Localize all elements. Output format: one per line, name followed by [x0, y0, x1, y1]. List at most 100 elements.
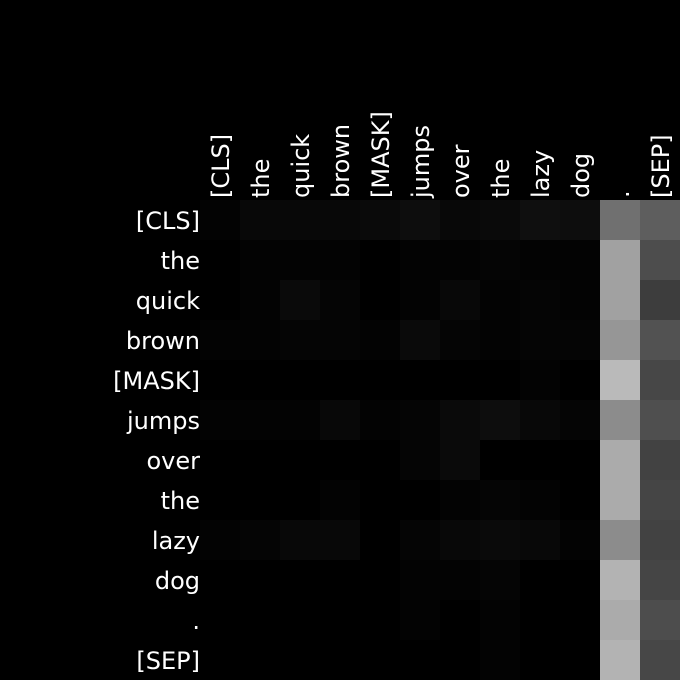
heatmap-cell [400, 600, 440, 640]
heatmap-cell [560, 320, 600, 360]
heatmap-cell [240, 600, 280, 640]
heatmap-cell [360, 440, 400, 480]
x-tick-label: brown [327, 124, 355, 198]
heatmap-cell [560, 280, 600, 320]
heatmap-cell [440, 320, 480, 360]
heatmap-cell [240, 280, 280, 320]
heatmap-cell [240, 520, 280, 560]
heatmap-cell [600, 200, 640, 240]
heatmap-cell [400, 440, 440, 480]
heatmap-cell [360, 200, 400, 240]
y-tick-label: dog [155, 567, 200, 595]
heatmap-cell [400, 640, 440, 680]
heatmap-cell [440, 200, 480, 240]
heatmap-cell [520, 400, 560, 440]
heatmap-cell [320, 440, 360, 480]
heatmap-cell [280, 520, 320, 560]
heatmap-cell [400, 240, 440, 280]
heatmap-cell [440, 600, 480, 640]
heatmap-cell [560, 640, 600, 680]
x-tick-label: quick [287, 134, 315, 198]
heatmap-cell [280, 600, 320, 640]
heatmap-cell [640, 200, 680, 240]
heatmap-cell [320, 360, 360, 400]
heatmap-cell [640, 240, 680, 280]
heatmap-cell [200, 480, 240, 520]
heatmap-cell [480, 520, 520, 560]
heatmap-cell [320, 640, 360, 680]
heatmap-cell [400, 200, 440, 240]
heatmap-cell [600, 480, 640, 520]
heatmap-cell [240, 360, 280, 400]
heatmap-cell [480, 400, 520, 440]
heatmap-cell [440, 360, 480, 400]
heatmap-cell [320, 320, 360, 360]
heatmap-cell [280, 320, 320, 360]
heatmap-cell [200, 560, 240, 600]
heatmap-cell [480, 320, 520, 360]
heatmap-cell [200, 400, 240, 440]
heatmap-cell [440, 480, 480, 520]
heatmap-cell [600, 440, 640, 480]
heatmap-cell [560, 200, 600, 240]
heatmap-cell [280, 200, 320, 240]
heatmap-cell [640, 440, 680, 480]
heatmap-cell [640, 280, 680, 320]
heatmap-cell [560, 600, 600, 640]
heatmap-cell [200, 640, 240, 680]
heatmap-cell [400, 320, 440, 360]
heatmap-cell [400, 520, 440, 560]
heatmap-cell [520, 240, 560, 280]
heatmap-cell [640, 520, 680, 560]
heatmap-cell [320, 600, 360, 640]
heatmap-cell [240, 240, 280, 280]
heatmap-cell [480, 600, 520, 640]
heatmap-cell [200, 200, 240, 240]
heatmap-cell [480, 640, 520, 680]
y-tick-label: lazy [152, 527, 200, 555]
heatmap-cell [320, 280, 360, 320]
heatmap-cell [640, 640, 680, 680]
heatmap-cell [200, 280, 240, 320]
heatmap-cell [600, 520, 640, 560]
x-tick-label: over [447, 144, 475, 198]
y-tick-label: the [161, 487, 200, 515]
y-tick-label: over [146, 447, 200, 475]
heatmap-cell [520, 600, 560, 640]
y-tick-label: [MASK] [113, 367, 200, 395]
heatmap-cell [240, 400, 280, 440]
heatmap-cell [640, 320, 680, 360]
heatmap-cell [560, 440, 600, 480]
heatmap-cell [360, 640, 400, 680]
heatmap-cell [560, 400, 600, 440]
heatmap-cell [360, 360, 400, 400]
heatmap-cell [240, 560, 280, 600]
y-tick-label: [CLS] [136, 207, 200, 235]
x-tick-label: [CLS] [207, 134, 235, 198]
heatmap-cell [640, 480, 680, 520]
heatmap-cell [360, 600, 400, 640]
heatmap-cell [600, 360, 640, 400]
heatmap-cell [280, 640, 320, 680]
heatmap-cell [600, 560, 640, 600]
heatmap-cell [560, 560, 600, 600]
heatmap-cell [480, 440, 520, 480]
y-tick-label: the [161, 247, 200, 275]
heatmap-cell [640, 560, 680, 600]
heatmap-cell [400, 280, 440, 320]
heatmap-cell [280, 440, 320, 480]
heatmap-cell [320, 560, 360, 600]
x-tick-label: . [607, 190, 635, 198]
y-tick-label: [SEP] [136, 647, 200, 675]
heatmap-cell [440, 400, 480, 440]
heatmap-cell [480, 560, 520, 600]
heatmap-cell [360, 320, 400, 360]
heatmap-cell [200, 320, 240, 360]
heatmap-cell [240, 440, 280, 480]
heatmap-cell [400, 560, 440, 600]
heatmap-cell [280, 360, 320, 400]
heatmap-cell [360, 520, 400, 560]
heatmap-cell [200, 600, 240, 640]
heatmap-cell [600, 240, 640, 280]
